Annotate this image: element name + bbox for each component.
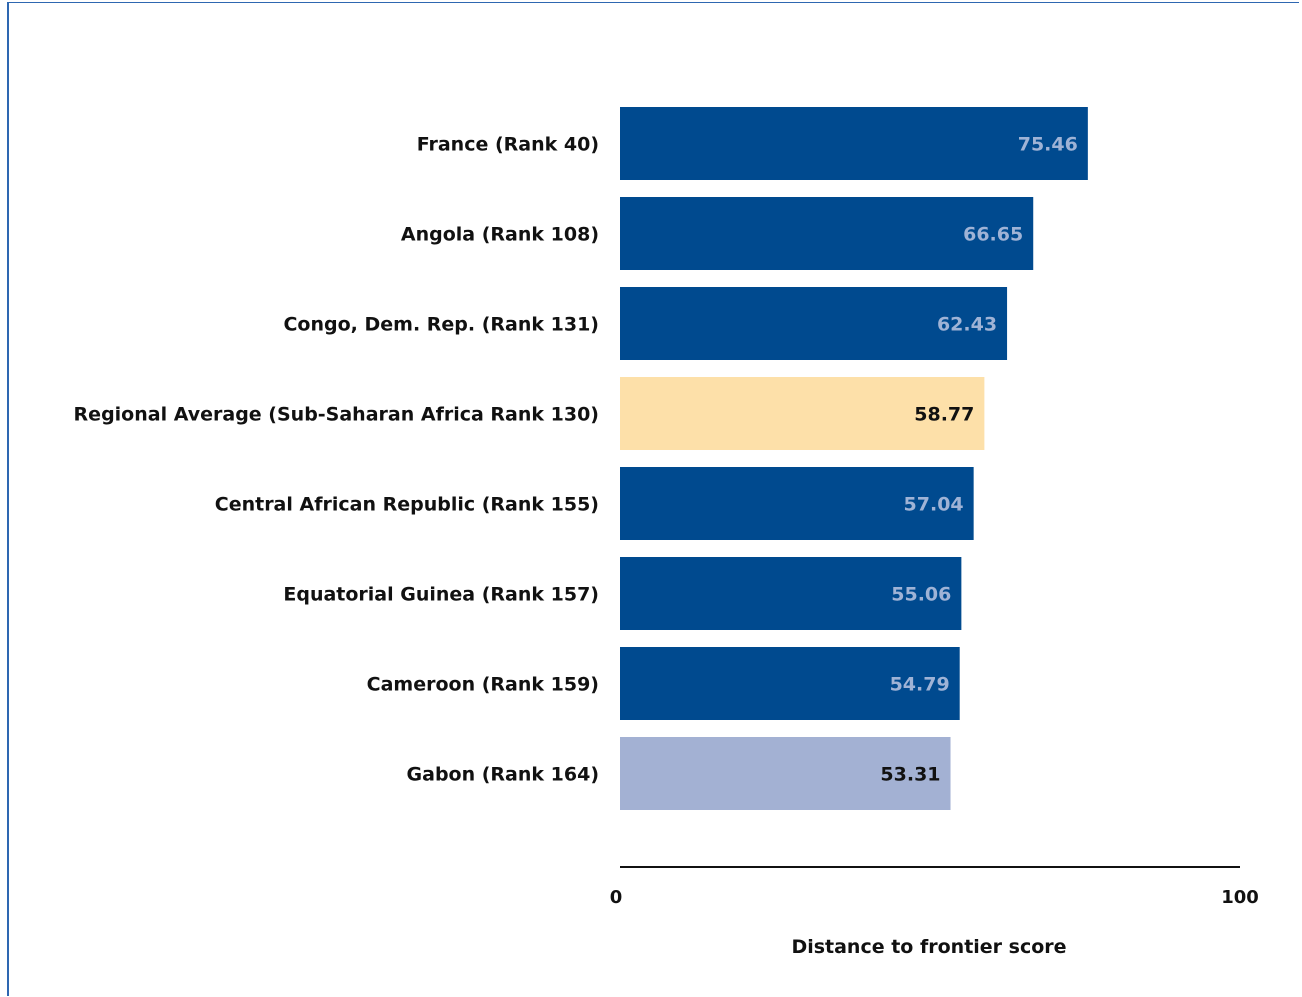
- bar-value-label: 58.77: [914, 404, 974, 426]
- x-tick-label-0: 0: [610, 887, 623, 908]
- category-label: Central African Republic (Rank 155): [215, 494, 599, 516]
- bar: [620, 737, 951, 810]
- x-tick-label-100: 100: [1221, 887, 1259, 908]
- category-label: Equatorial Guinea (Rank 157): [283, 584, 599, 606]
- bar: [620, 647, 960, 720]
- bar-value-label: 75.46: [1018, 134, 1078, 156]
- bars: [620, 107, 1088, 810]
- category-label: France (Rank 40): [417, 134, 599, 156]
- bar-value-label: 57.04: [904, 494, 964, 516]
- bar: [620, 287, 1008, 360]
- bar-value-label: 54.79: [890, 674, 950, 696]
- category-label: Gabon (Rank 164): [407, 764, 599, 786]
- bar-value-label: 55.06: [891, 584, 951, 606]
- bar-value-label: 66.65: [963, 224, 1023, 246]
- category-label: Angola (Rank 108): [401, 224, 599, 246]
- bar: [620, 557, 962, 630]
- value-labels: 75.46 66.65 62.43 58.77 57.04 55.06 54.79 53.31: [880, 134, 1077, 786]
- bar: [620, 467, 974, 540]
- bar: [620, 197, 1034, 270]
- chart-frame: [7, 2, 1299, 996]
- bar-value-label: 53.31: [880, 764, 940, 786]
- x-axis-title: Distance to frontier score: [791, 936, 1066, 958]
- category-labels: France (Rank 40) Angola (Rank 108) Congo, …: [74, 134, 599, 786]
- category-label: Regional Average (Sub-Saharan Africa Ran…: [74, 404, 599, 426]
- category-label: Congo, Dem. Rep. (Rank 131): [283, 314, 599, 336]
- category-label: Cameroon (Rank 159): [367, 674, 599, 696]
- bar: [620, 107, 1088, 180]
- bar: [620, 377, 985, 450]
- bar-value-label: 62.43: [937, 314, 997, 336]
